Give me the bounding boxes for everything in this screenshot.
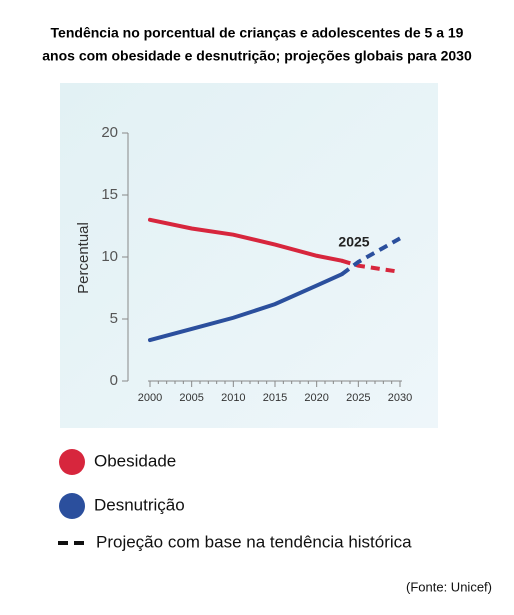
- legend-label: Obesidade: [94, 451, 176, 470]
- x-tick-label: 2000: [138, 392, 162, 404]
- y-tick-label: 20: [101, 124, 118, 141]
- plot-panel: [60, 83, 438, 428]
- projection-line: [340, 236, 401, 276]
- x-tick-label: 2010: [221, 392, 245, 404]
- x-tick-label: 2015: [263, 392, 287, 404]
- chart-title: anos com obesidade e desnutrição; projeç…: [42, 48, 472, 64]
- line: [148, 217, 344, 263]
- legend-marker: [59, 449, 85, 475]
- y-tick-label: 0: [110, 372, 118, 389]
- legend-marker: [59, 493, 85, 519]
- legend-label: Desnutrição: [94, 495, 185, 514]
- x-tick-label: 2020: [304, 392, 328, 404]
- source: (Fonte: Unicef): [406, 579, 492, 594]
- chart-title: Tendência no porcentual de crianças e ad…: [51, 25, 464, 41]
- x-tick-label: 2005: [179, 392, 203, 404]
- x-tick-label: 2025: [346, 392, 370, 404]
- annotation: 2025: [338, 234, 369, 250]
- y-tick-label: 10: [101, 248, 118, 265]
- y-tick-label: 15: [101, 186, 118, 203]
- projection-line: [341, 258, 401, 274]
- x-tick-label: 2030: [388, 392, 412, 404]
- y-tick-label: 5: [110, 310, 118, 327]
- y-axis-label: Percentual: [75, 222, 92, 294]
- legend-label: Projeção com base na tendência histórica: [96, 532, 412, 551]
- line: [148, 272, 344, 343]
